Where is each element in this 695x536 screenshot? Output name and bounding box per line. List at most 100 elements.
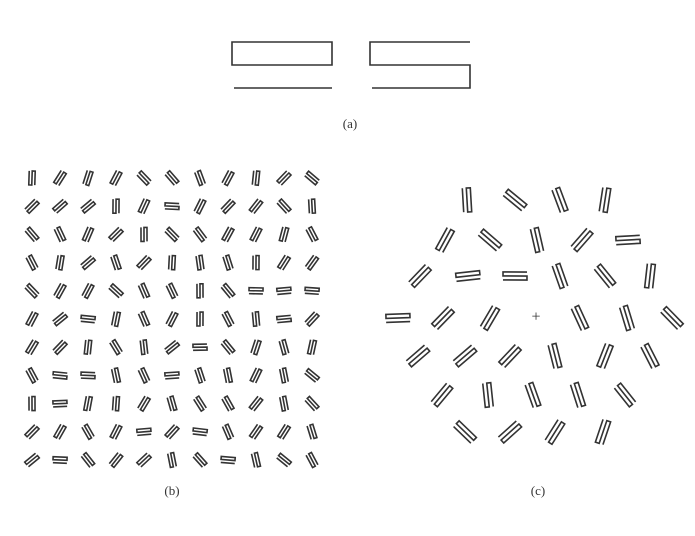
open-glyph [551,262,569,290]
closed-glyph [544,419,566,446]
open-glyph [81,423,95,441]
open-glyph [196,282,204,299]
closed-glyph [660,305,685,330]
open-glyph [192,225,208,243]
closed-glyph [164,169,180,186]
open-glyph [434,227,456,253]
open-glyph [107,226,125,243]
open-glyph [137,366,151,385]
closed-glyph [111,395,121,412]
closed-glyph [52,455,68,465]
closed-glyph [81,282,96,300]
open-glyph [220,226,236,243]
closed-glyph [307,198,317,215]
open-glyph [24,339,40,356]
closed-glyph [231,41,333,89]
open-glyph [221,423,235,441]
closed-glyph [405,344,431,368]
open-glyph [83,339,93,356]
open-glyph [497,343,523,369]
closed-glyph [110,311,122,328]
closed-glyph [137,395,152,413]
closed-glyph [547,342,563,369]
closed-glyph [166,395,178,412]
open-glyph [276,423,292,440]
closed-glyph [53,225,67,243]
open-glyph [193,169,207,187]
label-b: (b) [164,483,179,498]
closed-glyph [221,170,236,187]
open-glyph [278,395,290,412]
open-glyph [594,419,612,445]
open-glyph [278,367,290,384]
closed-glyph [304,286,321,296]
closed-glyph [570,227,595,253]
closed-glyph [135,427,152,437]
open-glyph [195,254,205,271]
closed-glyph [305,225,319,243]
open-glyph [25,366,39,385]
panel-c [385,186,685,446]
open-glyph [276,254,292,271]
open-glyph [278,226,290,243]
closed-glyph [80,255,97,271]
open-glyph [165,282,179,300]
closed-glyph [453,419,478,444]
open-glyph [221,310,235,328]
open-glyph [51,198,69,214]
closed-glyph [276,452,293,468]
open-glyph [80,371,96,380]
closed-glyph [220,198,237,215]
open-glyph [614,234,642,246]
open-glyph [27,170,37,186]
closed-glyph [430,382,454,408]
open-glyph [502,271,528,281]
closed-glyph [408,264,433,289]
open-glyph [24,311,40,327]
closed-glyph [221,394,236,412]
open-glyph [196,311,204,327]
closed-glyph [163,371,180,380]
open-glyph [305,451,319,469]
open-glyph [369,41,471,89]
closed-glyph [454,269,481,283]
open-glyph [135,452,153,468]
closed-glyph [108,282,125,299]
open-glyph [249,367,263,384]
closed-glyph [276,197,293,214]
closed-glyph [250,339,263,356]
closed-glyph [222,367,234,384]
open-glyph [139,339,149,356]
open-glyph [278,338,290,356]
closed-glyph [248,286,264,295]
open-glyph [430,306,456,330]
open-glyph [52,370,68,380]
open-glyph [25,253,39,272]
closed-glyph [220,455,237,465]
closed-glyph [250,451,262,468]
closed-glyph [640,342,661,369]
closed-glyph [167,254,177,271]
open-glyph [529,226,545,254]
closed-glyph [479,305,501,332]
closed-glyph [193,198,207,215]
closed-glyph [497,420,523,445]
closed-glyph [110,366,122,384]
panel-b [23,169,321,469]
open-glyph [52,423,68,440]
open-glyph [306,339,318,355]
closed-glyph [598,187,612,214]
open-glyph [249,226,263,243]
open-glyph [137,198,151,215]
closed-glyph [24,226,40,243]
closed-glyph [304,311,321,328]
open-glyph [23,424,41,440]
closed-glyph [569,381,587,408]
closed-glyph [137,310,151,327]
open-glyph [248,198,264,215]
open-glyph [164,226,180,243]
closed-glyph [304,367,321,383]
closed-glyph [192,451,209,468]
closed-glyph [304,395,321,412]
open-glyph [135,254,153,271]
